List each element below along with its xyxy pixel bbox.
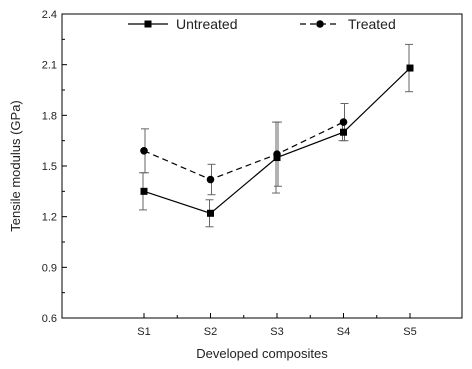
legend-label: Untreated [176, 16, 237, 32]
square-marker [406, 64, 414, 72]
square-marker [207, 209, 214, 217]
circle-marker [140, 147, 148, 155]
x-axis-title: Developed composites [196, 346, 328, 361]
y-tick-label: 0.6 [42, 313, 57, 325]
legend-square-marker [144, 20, 152, 28]
circle-marker [273, 150, 281, 158]
legend-label: Treated [348, 16, 396, 32]
x-tick-label: S2 [204, 326, 217, 338]
legend-circle-marker [316, 20, 324, 28]
square-marker [340, 128, 347, 136]
series-lines [143, 67, 411, 214]
series-line-untreated [143, 67, 411, 214]
series-line-treated [143, 121, 344, 181]
y-tick-label: 1.2 [42, 212, 57, 224]
plot-frame [61, 13, 463, 319]
error-bars [139, 43, 413, 228]
x-tick-label: S1 [137, 326, 150, 338]
y-tick-label: 0.9 [42, 262, 57, 274]
y-axis-title: Tensile modulus (GPa) [8, 100, 23, 232]
y-tick-label: 2.1 [42, 60, 57, 72]
x-tick-label: S4 [337, 326, 350, 338]
series-markers [140, 64, 414, 217]
y-tick-label: 2.4 [42, 9, 57, 21]
axis-ticks: 0.6 0.9 1.2 1.5 1.8 2.1 2.4 S1 S2 S3 S4 S5 [42, 9, 417, 338]
legend: Untreated Treated [128, 16, 396, 32]
y-tick-label: 1.8 [42, 110, 57, 122]
x-tick-label: S5 [403, 326, 416, 338]
circle-marker [339, 118, 348, 126]
y-tick-label: 1.5 [42, 161, 57, 173]
square-marker [140, 187, 148, 195]
circle-marker [206, 175, 215, 184]
x-tick-label: S3 [270, 326, 283, 338]
